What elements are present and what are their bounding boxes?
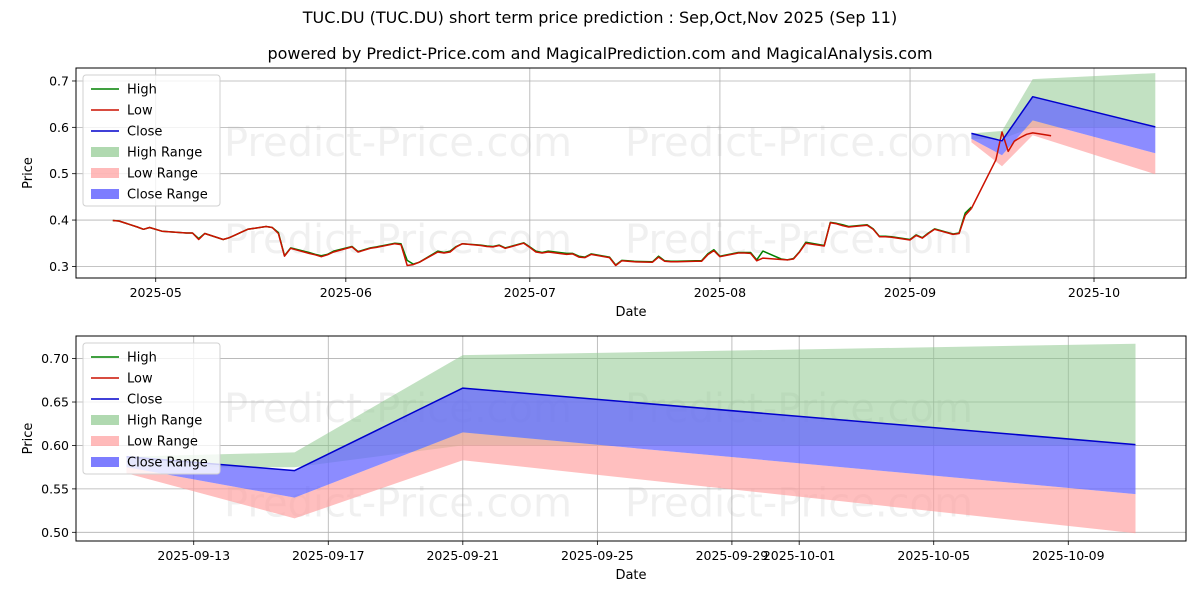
top-x-tick-label: 2025-07 bbox=[504, 285, 556, 300]
top-x-tick-label: 2025-06 bbox=[320, 285, 372, 300]
bottom-legend: High Low Close High Range Low Range Close Ran… bbox=[82, 342, 221, 475]
top-legend-label: Close Range bbox=[127, 188, 208, 203]
bottom-legend-label: High Range bbox=[127, 414, 202, 429]
top-plot-area bbox=[76, 68, 1186, 278]
top-x-tick-label: 2025-08 bbox=[694, 285, 746, 300]
bottom-y-axis-label: Price bbox=[21, 423, 36, 455]
bottom-low-range-band bbox=[126, 432, 1136, 534]
top-x-tick-label: 2025-05 bbox=[130, 285, 182, 300]
top-legend-swatch-patch bbox=[91, 147, 119, 157]
bottom-axes-frame bbox=[75, 335, 1187, 542]
bottom-y-tick-label: 0.50 bbox=[41, 525, 69, 540]
top-close-range-band bbox=[971, 96, 1156, 156]
bottom-x-tick-label: 2025-09-13 bbox=[157, 548, 230, 563]
top-y-axis-label: Price bbox=[21, 157, 36, 189]
top-y-tick-label: 0.6 bbox=[49, 120, 69, 135]
bottom-legend-swatch-patch bbox=[91, 415, 119, 425]
top-low-range-band bbox=[971, 120, 1156, 175]
bottom-legend-swatch-patch bbox=[91, 457, 119, 467]
top-legend-label: Low bbox=[127, 104, 153, 119]
top-chart-panel: Predict-Price.com Predict-Price.com Predic… bbox=[21, 67, 1187, 320]
top-axes-frame bbox=[75, 67, 1187, 279]
top-legend-swatch-patch bbox=[91, 189, 119, 199]
top-legend: High Low Close High Range Low Range Close Ran… bbox=[82, 74, 221, 207]
top-watermark: Predict-Price.com bbox=[625, 217, 973, 263]
top-watermark: Predict-Price.com bbox=[224, 217, 572, 263]
top-close-series-line bbox=[971, 95, 1156, 142]
bottom-x-axis-label: Date bbox=[615, 568, 646, 583]
bottom-x-tick-label: 2025-10-05 bbox=[897, 548, 970, 563]
chart-title: TUC.DU (TUC.DU) short term price predict… bbox=[302, 8, 898, 27]
bottom-legend-label: Low Range bbox=[127, 435, 198, 450]
bottom-x-tick-label: 2025-09-29 bbox=[696, 548, 769, 563]
bottom-y-tick-label: 0.60 bbox=[41, 438, 69, 453]
bottom-y-tick-label: 0.65 bbox=[41, 395, 69, 410]
bottom-legend-swatch-patch bbox=[91, 436, 119, 446]
bottom-x-tick-label: 2025-10-01 bbox=[763, 548, 836, 563]
top-y-tick-label: 0.5 bbox=[49, 166, 69, 181]
top-x-tick-label: 2025-10 bbox=[1068, 285, 1120, 300]
top-legend-label: Close bbox=[127, 125, 162, 140]
top-recent-low-line bbox=[970, 131, 1052, 209]
bottom-legend-label: Low bbox=[127, 372, 153, 387]
bottom-chart-panel: Predict-Price.comPredict-Price.comPredic… bbox=[21, 335, 1187, 583]
bottom-legend-label: High bbox=[127, 351, 157, 366]
top-x-axis-label: Date bbox=[615, 305, 646, 320]
chart-subtitle: powered by Predict-Price.com and Magical… bbox=[267, 44, 933, 63]
top-y-tick-label: 0.7 bbox=[49, 73, 69, 88]
bottom-legend-label: Close Range bbox=[127, 456, 208, 471]
top-y-tick-label: 0.3 bbox=[49, 259, 69, 274]
bottom-y-tick-label: 0.55 bbox=[41, 481, 69, 496]
top-low-series-line bbox=[112, 207, 972, 267]
top-legend-label: Low Range bbox=[127, 167, 198, 182]
top-legend-label: High Range bbox=[127, 146, 202, 161]
top-x-tick-label: 2025-09 bbox=[884, 285, 936, 300]
bottom-x-tick-label: 2025-09-17 bbox=[292, 548, 365, 563]
bottom-y-tick-label: 0.70 bbox=[41, 351, 69, 366]
top-legend-swatch-patch bbox=[91, 168, 119, 178]
bottom-x-tick-label: 2025-10-09 bbox=[1032, 548, 1105, 563]
bottom-x-tick-label: 2025-09-21 bbox=[426, 548, 499, 563]
top-watermark: Predict-Price.com bbox=[625, 120, 973, 166]
bottom-close-range-band bbox=[126, 388, 1136, 498]
top-y-tick-label: 0.4 bbox=[49, 213, 69, 228]
top-legend-label: High bbox=[127, 83, 157, 98]
bottom-x-tick-label: 2025-09-25 bbox=[561, 548, 634, 563]
top-watermark: Predict-Price.com bbox=[224, 120, 572, 166]
bottom-legend-label: Close bbox=[127, 393, 162, 408]
